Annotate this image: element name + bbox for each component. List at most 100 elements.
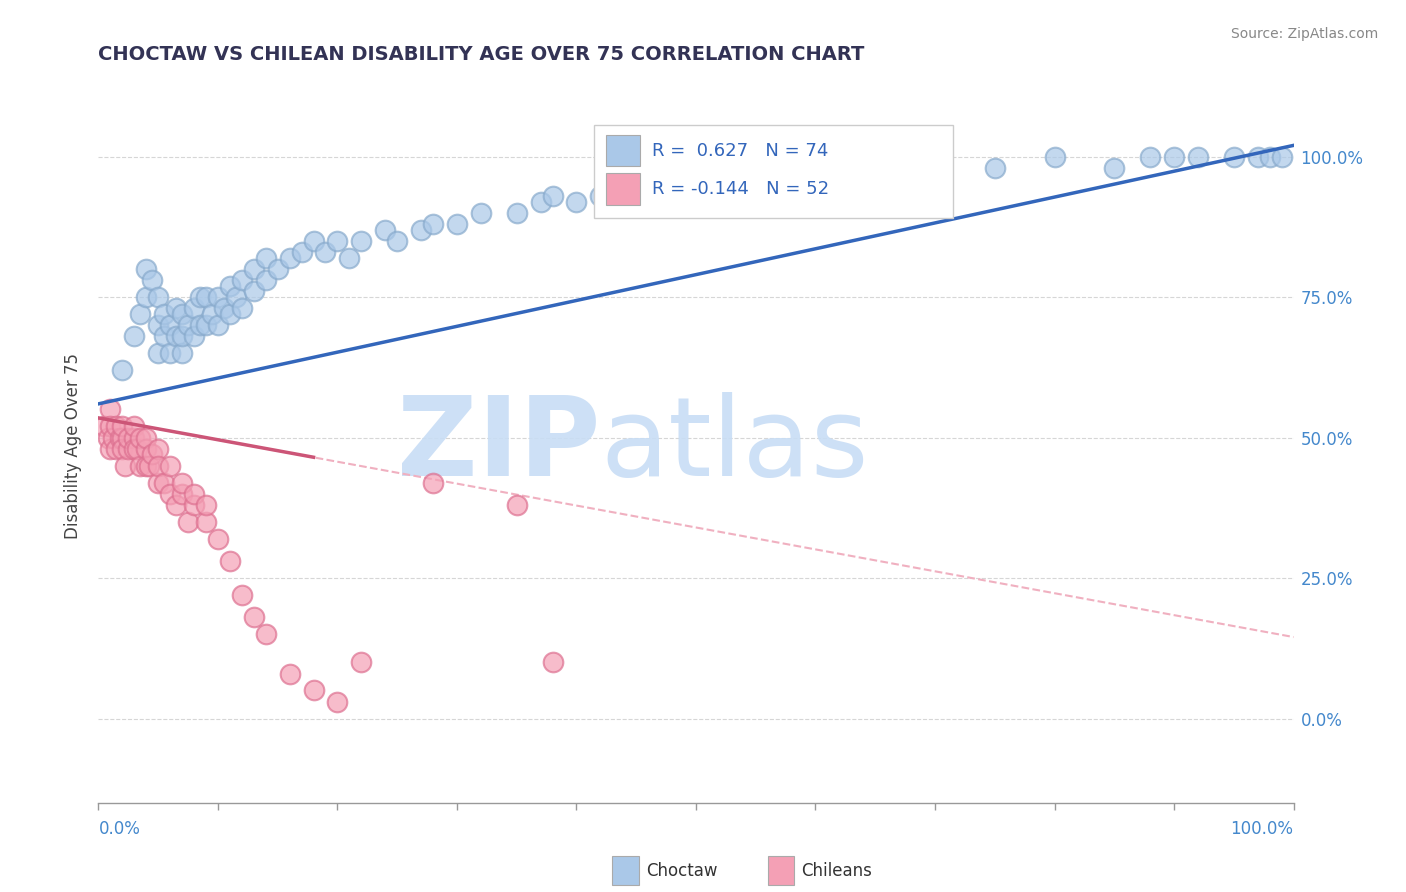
Point: [108, 431, 131, 445]
Point: [326, 695, 349, 709]
Point: [124, 419, 146, 434]
Point: [243, 285, 266, 299]
Text: Source: ZipAtlas.com: Source: ZipAtlas.com: [1230, 27, 1378, 41]
Point: [111, 419, 134, 434]
Bar: [768, 856, 794, 885]
Point: [207, 318, 229, 333]
Point: [93, 419, 115, 434]
Point: [626, 178, 648, 192]
Text: 0.0%: 0.0%: [98, 820, 141, 838]
Point: [165, 329, 187, 343]
Point: [194, 515, 218, 529]
Bar: [613, 856, 638, 885]
Text: ZIP: ZIP: [396, 392, 600, 500]
Point: [172, 487, 194, 501]
Point: [135, 458, 157, 473]
Point: [863, 166, 887, 180]
Point: [302, 234, 325, 248]
Point: [446, 217, 468, 231]
Point: [411, 222, 433, 236]
Point: [183, 301, 205, 316]
Point: [114, 458, 136, 473]
Point: [207, 532, 229, 546]
Point: [374, 222, 396, 236]
Point: [1139, 150, 1161, 164]
Point: [1187, 150, 1209, 164]
Point: [138, 458, 160, 473]
Point: [183, 487, 205, 501]
Point: [148, 290, 170, 304]
Point: [165, 498, 187, 512]
Point: [194, 498, 218, 512]
Point: [194, 318, 218, 333]
Point: [422, 217, 444, 231]
Point: [135, 431, 157, 445]
Point: [159, 346, 181, 360]
Point: [924, 178, 946, 192]
Point: [153, 475, 176, 490]
Point: [111, 363, 134, 377]
Point: [1258, 150, 1281, 164]
Point: [231, 588, 253, 602]
Point: [745, 178, 768, 192]
Point: [172, 329, 194, 343]
Point: [339, 251, 360, 265]
Y-axis label: Disability Age Over 75: Disability Age Over 75: [65, 353, 83, 539]
Point: [243, 262, 266, 277]
Point: [105, 419, 128, 434]
Point: [135, 262, 157, 277]
Point: [1271, 150, 1294, 164]
Point: [98, 419, 122, 434]
Point: [207, 290, 229, 304]
Point: [148, 318, 170, 333]
Point: [506, 498, 529, 512]
Point: [124, 431, 146, 445]
Point: [541, 189, 564, 203]
Point: [254, 627, 277, 641]
Point: [129, 431, 152, 445]
Point: [315, 245, 337, 260]
Point: [148, 442, 170, 456]
Point: [159, 318, 181, 333]
Point: [97, 431, 120, 445]
Point: [219, 554, 242, 568]
Point: [117, 431, 139, 445]
Text: atlas: atlas: [600, 392, 869, 500]
Point: [148, 475, 170, 490]
Text: R = -0.144   N = 52: R = -0.144 N = 52: [652, 180, 830, 198]
Point: [267, 262, 290, 277]
Point: [135, 442, 157, 456]
Point: [685, 189, 707, 203]
Point: [129, 307, 152, 321]
Text: CHOCTAW VS CHILEAN DISABILITY AGE OVER 75 CORRELATION CHART: CHOCTAW VS CHILEAN DISABILITY AGE OVER 7…: [98, 45, 865, 63]
Point: [422, 475, 444, 490]
Point: [117, 442, 139, 456]
Point: [225, 290, 247, 304]
Point: [177, 515, 200, 529]
Bar: [606, 173, 640, 205]
Point: [98, 442, 122, 456]
Point: [172, 475, 194, 490]
Point: [194, 290, 218, 304]
Point: [111, 442, 134, 456]
Point: [148, 458, 170, 473]
Point: [565, 194, 588, 209]
Point: [98, 402, 122, 417]
Text: Chileans: Chileans: [801, 862, 872, 880]
Point: [1222, 150, 1246, 164]
Point: [101, 431, 124, 445]
Point: [385, 234, 409, 248]
Point: [212, 301, 235, 316]
Point: [165, 301, 187, 316]
Point: [254, 273, 277, 287]
Point: [111, 431, 134, 445]
Bar: [606, 135, 640, 166]
Point: [278, 251, 301, 265]
Point: [172, 346, 194, 360]
Point: [350, 656, 373, 670]
Point: [125, 442, 148, 456]
Point: [219, 278, 242, 293]
Point: [135, 290, 157, 304]
Point: [529, 194, 551, 209]
Point: [470, 206, 492, 220]
